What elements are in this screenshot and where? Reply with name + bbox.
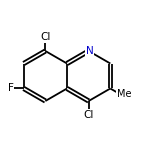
Text: Me: Me: [117, 89, 131, 99]
Text: Cl: Cl: [83, 110, 94, 120]
Text: F: F: [8, 83, 14, 93]
Text: Cl: Cl: [40, 32, 51, 42]
Text: N: N: [86, 46, 93, 56]
